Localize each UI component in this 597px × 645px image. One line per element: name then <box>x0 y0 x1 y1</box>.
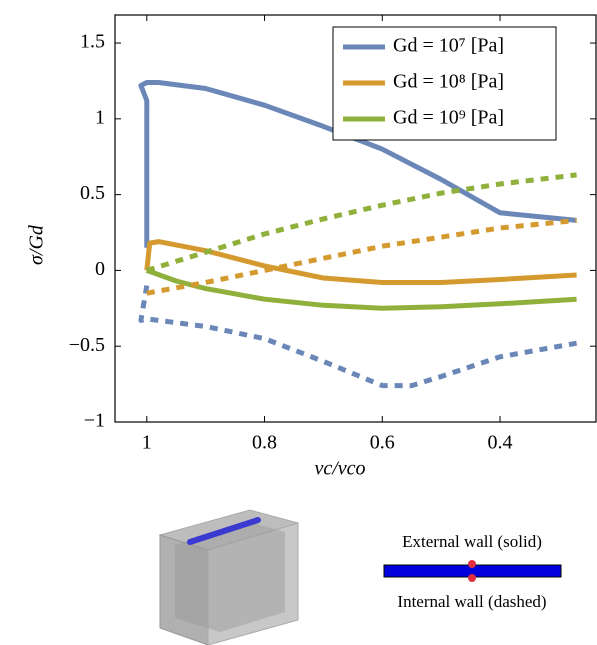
y-tick-label: 0 <box>95 258 105 280</box>
series-line <box>146 172 577 273</box>
series-line <box>145 268 577 311</box>
y-tick-label: −0.5 <box>69 334 105 356</box>
legend-label: Gd = 10⁸ [Pa] <box>393 71 504 93</box>
y-tick-label: 0.5 <box>80 182 105 204</box>
y-tick-label: 1.5 <box>80 31 105 53</box>
series-line <box>138 80 577 248</box>
series-line <box>144 239 577 285</box>
wall-point <box>468 560 476 568</box>
wall-point <box>468 574 476 582</box>
y-tick-label: 1 <box>95 106 105 128</box>
x-tick-label: 1 <box>142 432 152 454</box>
legend-label: Gd = 10⁹ [Pa] <box>393 107 504 129</box>
legend-label: Gd = 10⁷ [Pa] <box>393 35 504 57</box>
x-tick-label: 0.6 <box>370 432 395 454</box>
x-tick-label: 0.8 <box>252 432 277 454</box>
inset-label: External wall (solid) <box>402 532 542 551</box>
series-line <box>146 217 577 296</box>
x-tick-label: 0.4 <box>488 432 513 454</box>
plot-frame <box>114 14 597 423</box>
y-axis-label: σ/Gd <box>26 224 48 265</box>
y-tick-label: −1 <box>84 410 105 432</box>
cube <box>158 509 300 645</box>
x-axis-label: vc/vco <box>314 458 365 480</box>
inset-label: Internal wall (dashed) <box>397 592 546 611</box>
series-line <box>138 285 578 389</box>
